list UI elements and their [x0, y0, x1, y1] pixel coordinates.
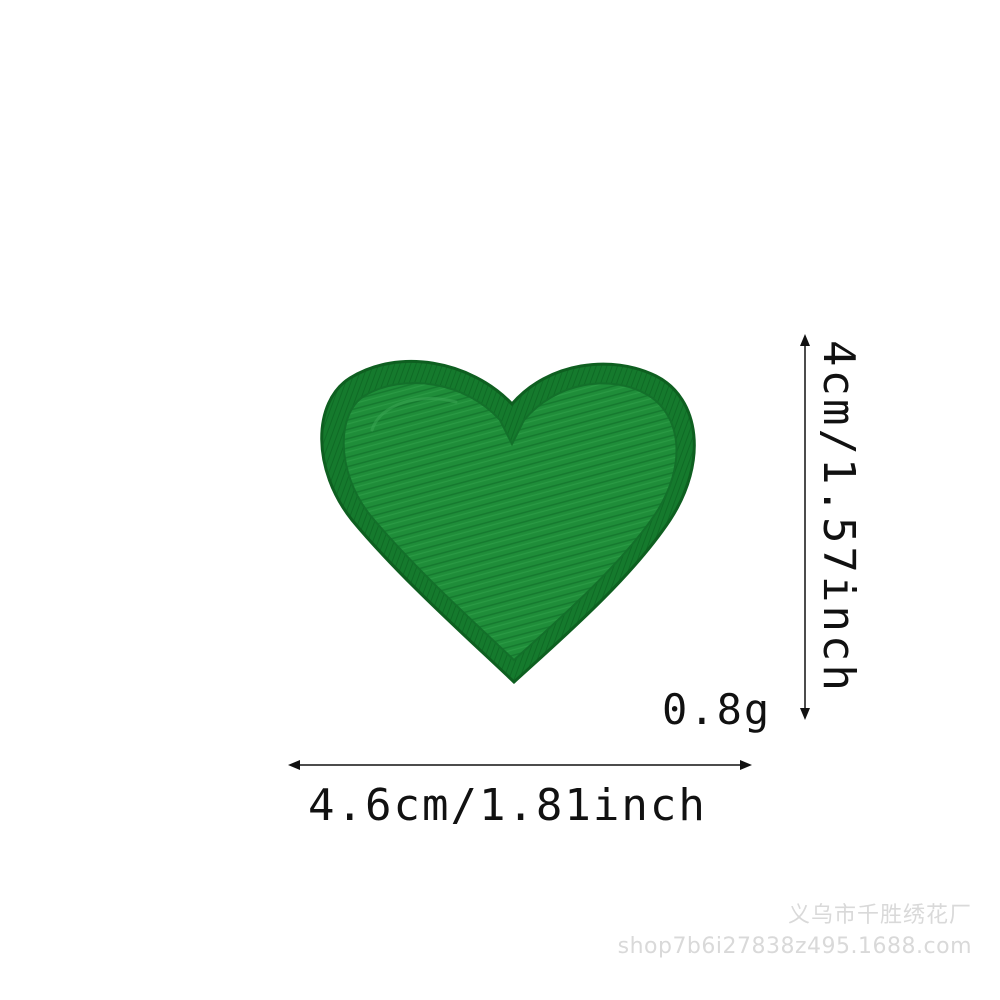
weight-label: 0.8g: [662, 685, 772, 734]
height-dimension-arrow: [800, 334, 810, 720]
width-dimension-arrow: [288, 760, 752, 770]
width-dimension-label: 4.6cm/1.81inch: [308, 780, 707, 831]
watermark-shop-url: shop7b6i27838z495.1688.com: [617, 934, 972, 959]
heart-patch-highlight: [370, 397, 458, 432]
height-dimension-label: 4cm/1.57inch: [813, 340, 864, 694]
heart-patch-fill: [342, 382, 678, 662]
watermark-shop-name: 义乌市千胜绣花厂: [787, 903, 972, 928]
